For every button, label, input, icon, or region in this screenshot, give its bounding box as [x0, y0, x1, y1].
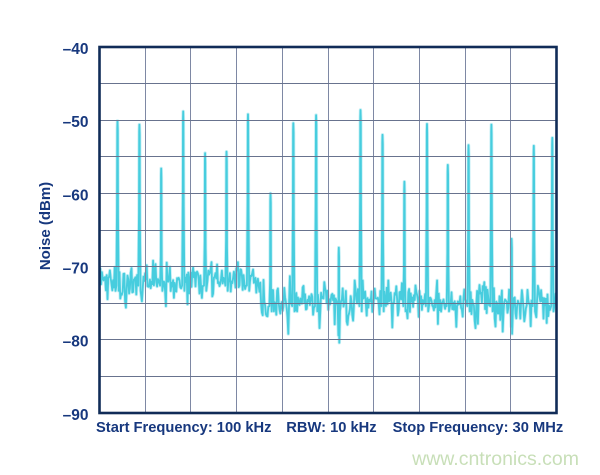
svg-text:–70: –70: [63, 261, 89, 278]
svg-text:Start Frequency: 100 kHz: Start Frequency: 100 kHz: [96, 420, 272, 436]
svg-text:Stop Frequency: 30 MHz: Stop Frequency: 30 MHz: [393, 420, 564, 436]
svg-text:Noise (dBm): Noise (dBm): [37, 182, 54, 270]
svg-text:–80: –80: [63, 334, 89, 351]
svg-text:–90: –90: [63, 407, 89, 424]
svg-text:RBW: 10 kHz: RBW: 10 kHz: [286, 420, 376, 436]
svg-text:–50: –50: [63, 114, 89, 131]
svg-text:www.cntronics.com: www.cntronics.com: [411, 448, 579, 470]
svg-text:–40: –40: [63, 41, 89, 58]
svg-text:–60: –60: [63, 187, 89, 204]
